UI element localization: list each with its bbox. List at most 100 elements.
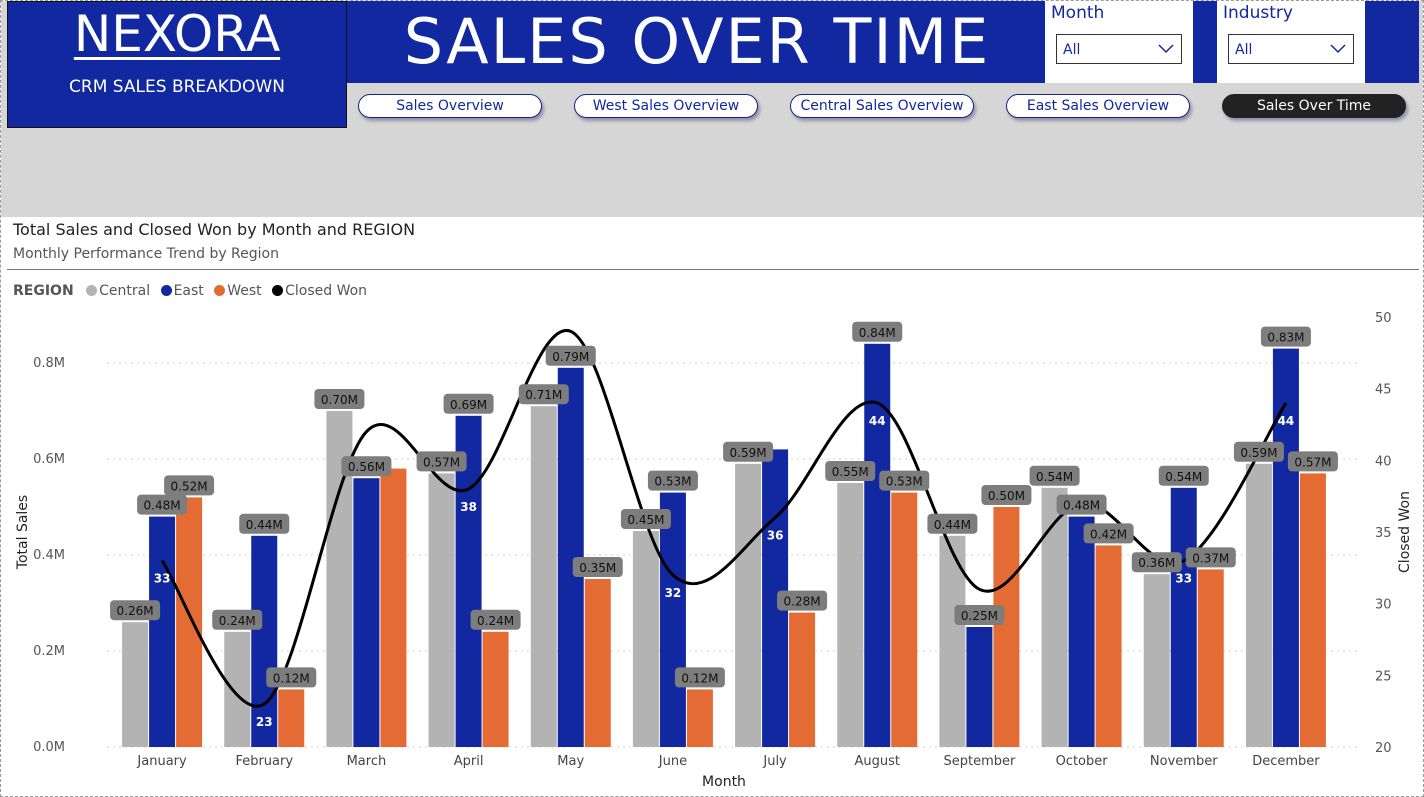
bar-central[interactable] [122, 622, 149, 747]
bar-east[interactable] [659, 492, 686, 747]
data-label-bg [1083, 523, 1134, 544]
chevron-down-icon [1158, 44, 1174, 54]
data-label: 0.37M [1192, 551, 1229, 565]
x-tick-label: May [557, 754, 584, 769]
data-label-bg [852, 321, 903, 342]
bar-central[interactable] [224, 631, 251, 747]
data-label: 0.35M [579, 561, 616, 575]
bar-west[interactable] [993, 507, 1020, 747]
x-tick-label: March [347, 754, 387, 769]
data-label: 0.42M [1090, 527, 1127, 541]
chart-subtitle: Monthly Performance Trend by Region [13, 246, 279, 262]
data-label-bg [164, 475, 215, 496]
data-label: 0.12M [273, 671, 310, 685]
legend-title: REGION [13, 283, 74, 299]
data-label: 0.12M [681, 671, 718, 685]
data-label-bg [825, 461, 876, 481]
y2-tick-label: 45 [1375, 383, 1392, 398]
x-tick-label: August [855, 754, 901, 769]
bar-east[interactable] [1272, 348, 1299, 747]
bar-central[interactable] [1143, 574, 1170, 747]
bar-west[interactable] [789, 612, 816, 747]
closed-won-label: 23 [256, 715, 273, 729]
bar-west[interactable] [176, 497, 203, 747]
bar-west[interactable] [1299, 473, 1326, 747]
x-tick-label: June [658, 754, 687, 769]
bar-central[interactable] [1245, 463, 1272, 747]
data-label-bg [1056, 494, 1107, 515]
data-label: 0.24M [219, 614, 256, 628]
bar-west[interactable] [380, 468, 407, 747]
legend-item-west[interactable]: West [214, 283, 262, 299]
bar-east[interactable] [966, 627, 993, 747]
bar-central[interactable] [1041, 487, 1068, 747]
bar-central[interactable] [735, 463, 762, 747]
closed-won-label: 44 [869, 414, 886, 428]
chart-legend: REGION Central East West Closed Won [13, 283, 373, 301]
data-label-bg [212, 609, 263, 630]
data-label: 0.48M [1063, 499, 1100, 513]
x-tick-label: January [136, 754, 187, 769]
legend-item-closed-won[interactable]: Closed Won [272, 283, 367, 299]
x-tick-label: September [943, 754, 1016, 769]
data-label-bg [1029, 465, 1080, 486]
month-slicer-label: Month [1051, 3, 1105, 23]
bar-east[interactable] [1068, 516, 1095, 747]
y2-tick-label: 50 [1375, 311, 1392, 326]
data-label: 0.26M [117, 604, 154, 618]
data-label-bg [341, 456, 392, 477]
nav-sales-over-time[interactable]: Sales Over Time [1222, 94, 1406, 118]
bar-west[interactable] [891, 492, 918, 747]
data-label-bg [1260, 326, 1311, 347]
y-axis-title: Total Sales [15, 495, 31, 570]
bar-east[interactable] [149, 516, 176, 747]
data-label: 0.48M [144, 499, 181, 513]
bar-central[interactable] [428, 473, 455, 747]
industry-dropdown[interactable]: All [1228, 34, 1354, 64]
nav-east-sales-overview[interactable]: East Sales Overview [1006, 94, 1190, 118]
legend-item-central[interactable]: Central [86, 283, 150, 299]
x-axis-title: Month [702, 774, 746, 790]
industry-slicer-label: Industry [1223, 3, 1293, 23]
nav-central-sales-overview[interactable]: Central Sales Overview [790, 94, 974, 118]
bar-west[interactable] [686, 689, 713, 747]
bar-east[interactable] [1170, 487, 1197, 747]
nav-west-sales-overview[interactable]: West Sales Overview [574, 94, 758, 118]
bar-west[interactable] [278, 689, 305, 747]
legend-dot-icon [214, 285, 226, 296]
industry-slicer: Industry All [1217, 1, 1365, 83]
legend-item-east[interactable]: East [160, 283, 204, 299]
title-bar: SALES OVER TIME Month All Industry All [347, 1, 1419, 83]
closed-won-label: 44 [1278, 414, 1295, 428]
y-tick-label: 0.8M [33, 356, 65, 371]
logo: NEXORA [73, 5, 281, 63]
bar-east[interactable] [251, 535, 278, 747]
data-label: 0.55M [832, 465, 869, 479]
bar-east[interactable] [353, 478, 380, 747]
bar-west[interactable] [482, 631, 509, 747]
legend-dot-icon [160, 285, 172, 296]
bar-central[interactable] [632, 531, 659, 747]
nav-sales-overview[interactable]: Sales Overview [358, 94, 542, 118]
data-label: 0.84M [859, 326, 896, 340]
x-tick-label: October [1056, 754, 1109, 769]
bar-central[interactable] [530, 406, 557, 747]
data-label: 0.69M [450, 398, 487, 412]
data-label-bg [266, 667, 317, 688]
data-label-bg [981, 485, 1032, 505]
data-label-bg [723, 441, 774, 462]
month-dropdown-value: All [1063, 42, 1081, 58]
data-label-bg [314, 389, 365, 409]
bar-central[interactable] [837, 483, 864, 747]
logo-subtitle: CRM SALES BREAKDOWN [69, 77, 285, 97]
data-label-bg [927, 513, 978, 534]
month-dropdown[interactable]: All [1056, 34, 1182, 64]
bar-west[interactable] [1095, 545, 1122, 747]
data-label-bg [647, 470, 698, 491]
closed-won-label: 33 [1175, 572, 1192, 586]
bar-west[interactable] [1197, 569, 1224, 747]
data-label: 0.54M [1036, 470, 1073, 484]
chevron-down-icon [1330, 44, 1346, 54]
bar-west[interactable] [584, 579, 611, 747]
data-label-bg [239, 513, 290, 534]
